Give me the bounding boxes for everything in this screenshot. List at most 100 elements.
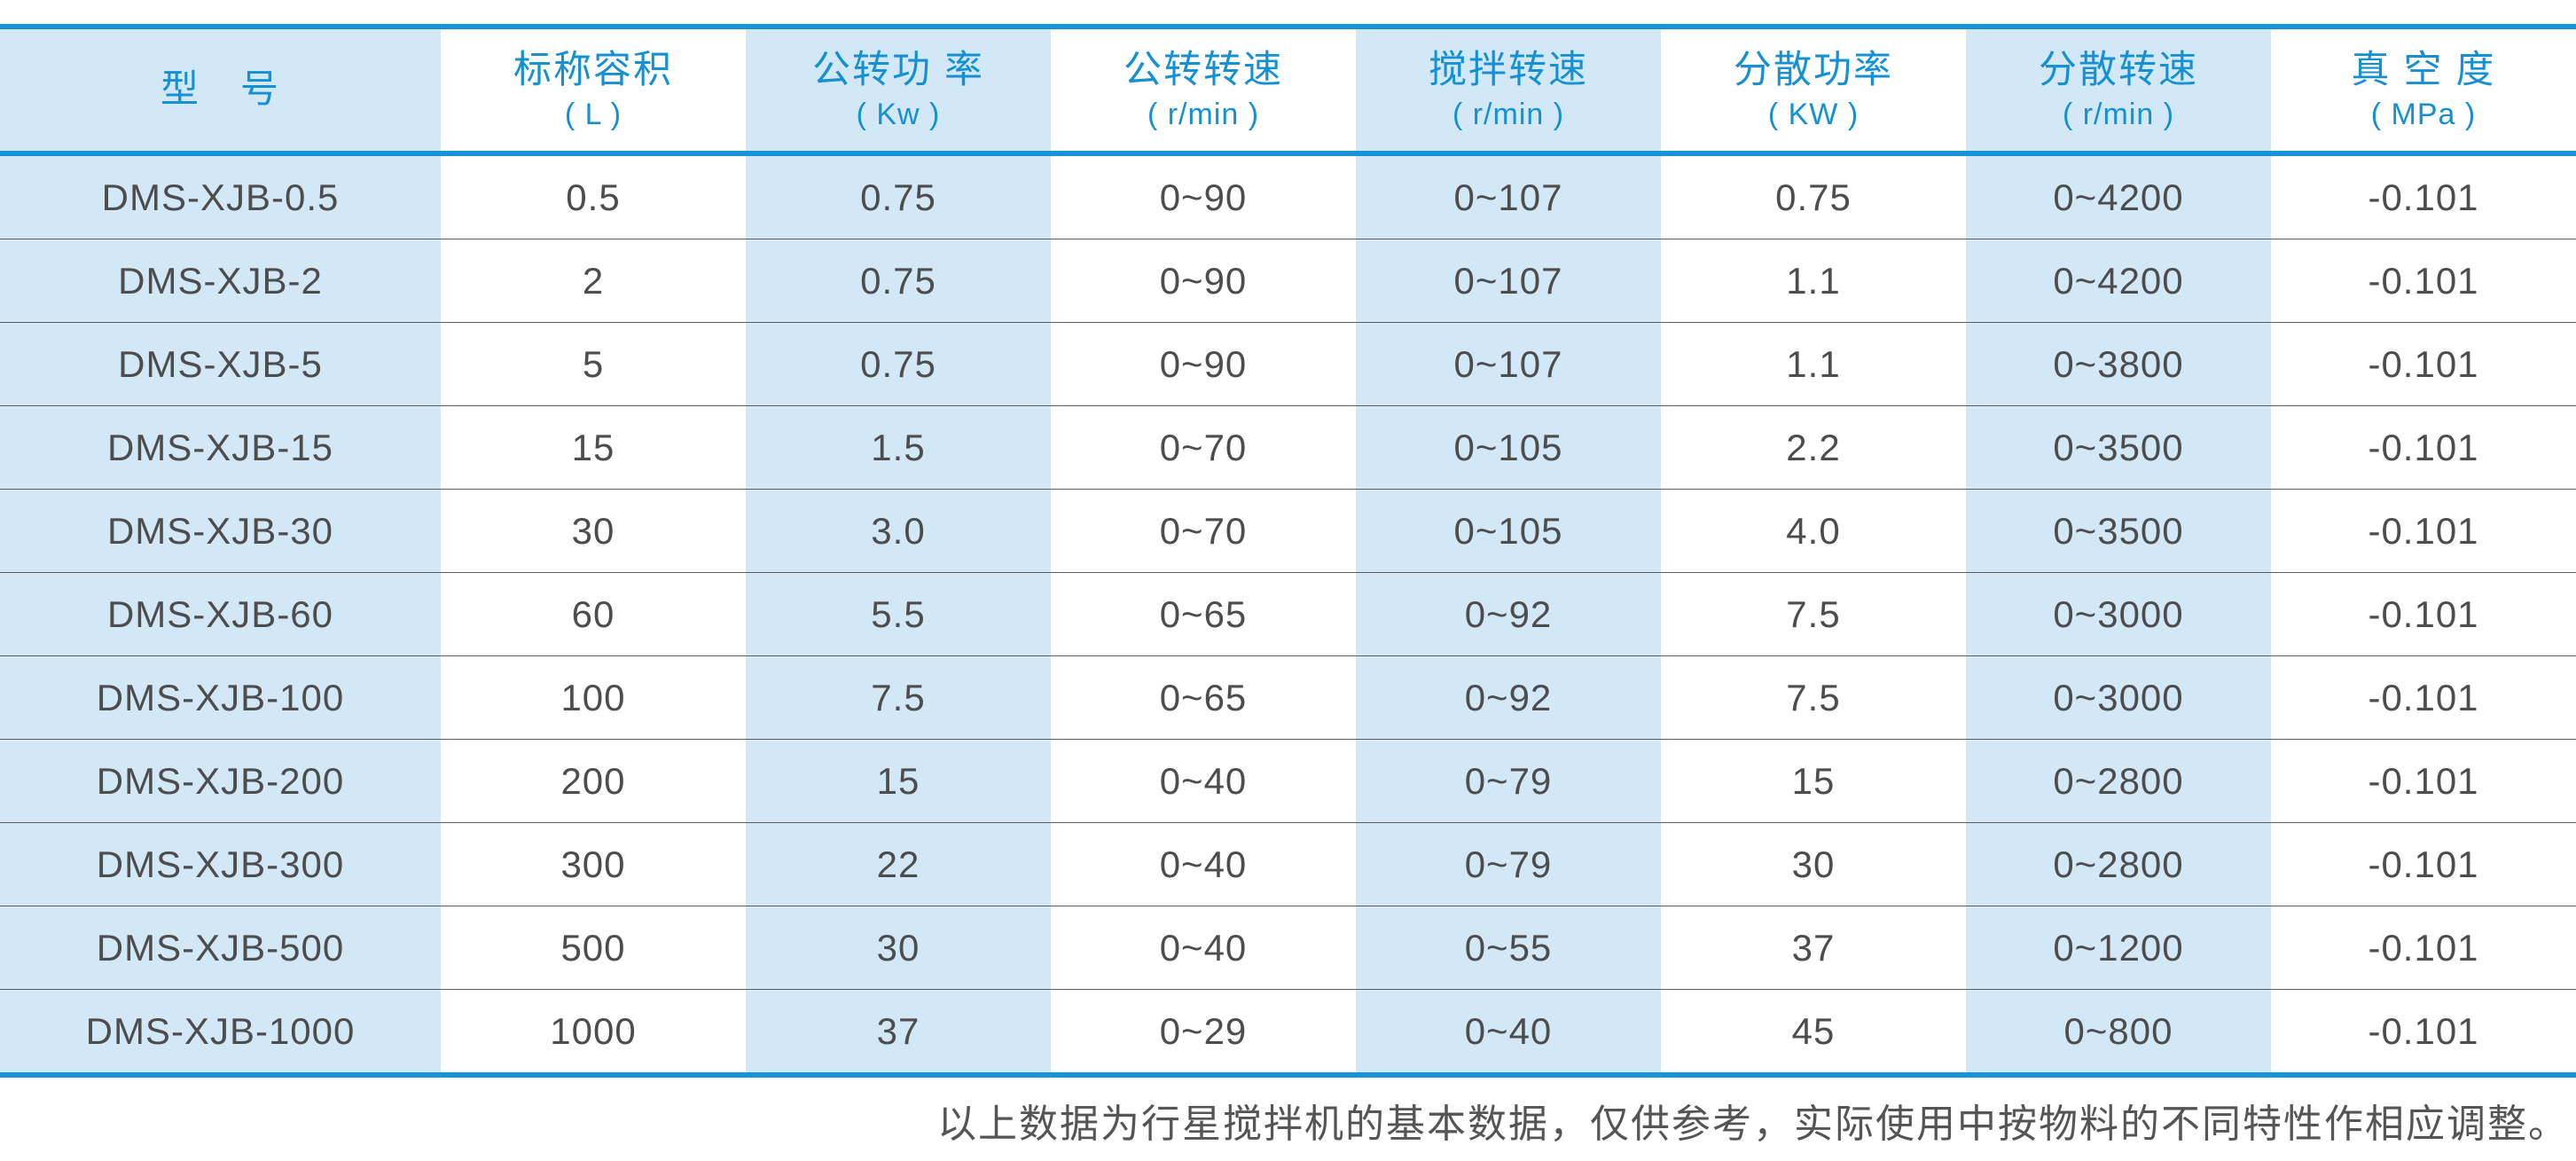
spec-cell: 0~29 [1051, 989, 1356, 1075]
spec-cell: 37 [746, 989, 1051, 1075]
table-row: DMS-XJB-100 100 7.5 0~65 0~92 7.5 0~3000… [0, 655, 2576, 740]
column-title: 型 号 [161, 67, 280, 111]
spec-cell: 0~79 [1356, 822, 1661, 906]
column-unit: ( Kw ) [856, 98, 941, 132]
column-header-revolution-speed: 公转转速 ( r/min ) [1051, 27, 1356, 156]
spec-cell: 7.5 [1661, 572, 1966, 656]
spec-cell: 0~65 [1051, 655, 1356, 740]
spec-cell: 0~1200 [1966, 906, 2271, 990]
column-unit: ( KW ) [1767, 98, 1860, 132]
spec-cell: 0.5 [441, 153, 746, 239]
table-row: DMS-XJB-2 2 0.75 0~90 0~107 1.1 0~4200 -… [0, 239, 2576, 323]
model-cell: DMS-XJB-200 [0, 739, 441, 823]
column-title: 标称容积 [513, 48, 673, 91]
spec-cell: 0.75 [1661, 153, 1966, 239]
spec-cell: 0.75 [746, 153, 1051, 239]
spec-cell: 0~107 [1356, 239, 1661, 323]
spec-cell: 0~40 [1051, 739, 1356, 823]
model-cell: DMS-XJB-30 [0, 489, 441, 573]
spec-cell: 1.1 [1661, 239, 1966, 323]
spec-cell: 2.2 [1661, 405, 1966, 490]
table-row: DMS-XJB-60 60 5.5 0~65 0~92 7.5 0~3000 -… [0, 572, 2576, 656]
column-unit: ( MPa ) [2370, 98, 2477, 132]
spec-cell: 60 [441, 572, 746, 656]
spec-cell: 15 [746, 739, 1051, 823]
model-cell: DMS-XJB-5 [0, 322, 441, 406]
model-cell: DMS-XJB-2 [0, 239, 441, 323]
spec-cell: 1000 [441, 989, 746, 1075]
spec-cell: 100 [441, 655, 746, 740]
spec-cell: -0.101 [2271, 822, 2576, 906]
spec-cell: -0.101 [2271, 572, 2576, 656]
model-cell: DMS-XJB-15 [0, 405, 441, 490]
spec-cell: 5.5 [746, 572, 1051, 656]
spec-cell: 0~3500 [1966, 489, 2271, 573]
spec-cell: 500 [441, 906, 746, 990]
model-cell: DMS-XJB-1000 [0, 989, 441, 1075]
spec-cell: 0~90 [1051, 322, 1356, 406]
column-header-nominal-volume: 标称容积 ( L ) [441, 27, 746, 156]
column-unit: ( r/min ) [1452, 98, 1565, 132]
column-header-vacuum-degree: 真 空 度 ( MPa ) [2271, 27, 2576, 156]
column-header-dispersion-speed: 分散转速 ( r/min ) [1966, 27, 2271, 156]
spec-cell: 0~3000 [1966, 572, 2271, 656]
spec-cell: 0.75 [746, 322, 1051, 406]
spec-cell: 45 [1661, 989, 1966, 1075]
spec-cell: -0.101 [2271, 489, 2576, 573]
column-unit: ( L ) [564, 98, 622, 132]
spec-cell: 0~3500 [1966, 405, 2271, 490]
column-title: 搅拌转速 [1429, 48, 1588, 91]
spec-cell: 4.0 [1661, 489, 1966, 573]
spec-cell: -0.101 [2271, 739, 2576, 823]
footer-note: 以上数据为行星搅拌机的基本数据，仅供参考，实际使用中按物料的不同特性作相应调整。 [937, 1102, 2569, 1146]
spec-cell: 300 [441, 822, 746, 906]
spec-cell: 0~79 [1356, 739, 1661, 823]
model-cell: DMS-XJB-0.5 [0, 153, 441, 239]
spec-cell: 30 [746, 906, 1051, 990]
column-title: 真 空 度 [2351, 48, 2496, 91]
model-cell: DMS-XJB-500 [0, 906, 441, 990]
spec-cell: -0.101 [2271, 239, 2576, 323]
header-row: 型 号 标称容积( L ) 公转功 率( Kw ) 公转转速( r/min ) … [0, 27, 2576, 156]
spec-cell: 0~3800 [1966, 322, 2271, 406]
spec-cell: 1.1 [1661, 322, 1966, 406]
column-header-stirring-speed: 搅拌转速 ( r/min ) [1356, 27, 1661, 156]
spec-cell: 0~2800 [1966, 822, 2271, 906]
table-row: DMS-XJB-500 500 30 0~40 0~55 37 0~1200 -… [0, 906, 2576, 990]
spec-cell: -0.101 [2271, 655, 2576, 740]
spec-cell: 0~55 [1356, 906, 1661, 990]
spec-cell: 0~800 [1966, 989, 2271, 1075]
column-title: 分散转速 [2039, 48, 2198, 91]
spec-cell: 0~92 [1356, 572, 1661, 656]
spec-cell: 7.5 [1661, 655, 1966, 740]
spec-cell: 0~70 [1051, 405, 1356, 490]
table-row: DMS-XJB-0.5 0.5 0.75 0~90 0~107 0.75 0~4… [0, 153, 2576, 239]
spec-cell: -0.101 [2271, 906, 2576, 990]
spec-cell: 200 [441, 739, 746, 823]
table-row: DMS-XJB-15 15 1.5 0~70 0~105 2.2 0~3500 … [0, 405, 2576, 490]
spec-cell: 0~90 [1051, 153, 1356, 239]
spec-cell: 0~4200 [1966, 239, 2271, 323]
spec-cell: 5 [441, 322, 746, 406]
spec-cell: 0~2800 [1966, 739, 2271, 823]
table-row: DMS-XJB-1000 1000 37 0~29 0~40 45 0~800 … [0, 989, 2576, 1075]
model-cell: DMS-XJB-60 [0, 572, 441, 656]
spec-cell: 0~90 [1051, 239, 1356, 323]
spec-cell: 0~3000 [1966, 655, 2271, 740]
table-row: DMS-XJB-200 200 15 0~40 0~79 15 0~2800 -… [0, 739, 2576, 823]
spec-cell: -0.101 [2271, 989, 2576, 1075]
table-row: DMS-XJB-300 300 22 0~40 0~79 30 0~2800 -… [0, 822, 2576, 906]
spec-cell: 0~40 [1356, 989, 1661, 1075]
spec-cell: 30 [1661, 822, 1966, 906]
spec-cell: -0.101 [2271, 322, 2576, 406]
spec-cell: 15 [1661, 739, 1966, 823]
spec-cell: 0~107 [1356, 153, 1661, 239]
spec-cell: 22 [746, 822, 1051, 906]
spec-cell: 30 [441, 489, 746, 573]
column-title: 公转转速 [1124, 48, 1283, 91]
spec-cell: 0~65 [1051, 572, 1356, 656]
spec-cell: 37 [1661, 906, 1966, 990]
column-title: 分散功率 [1734, 48, 1893, 91]
spec-cell: -0.101 [2271, 405, 2576, 490]
